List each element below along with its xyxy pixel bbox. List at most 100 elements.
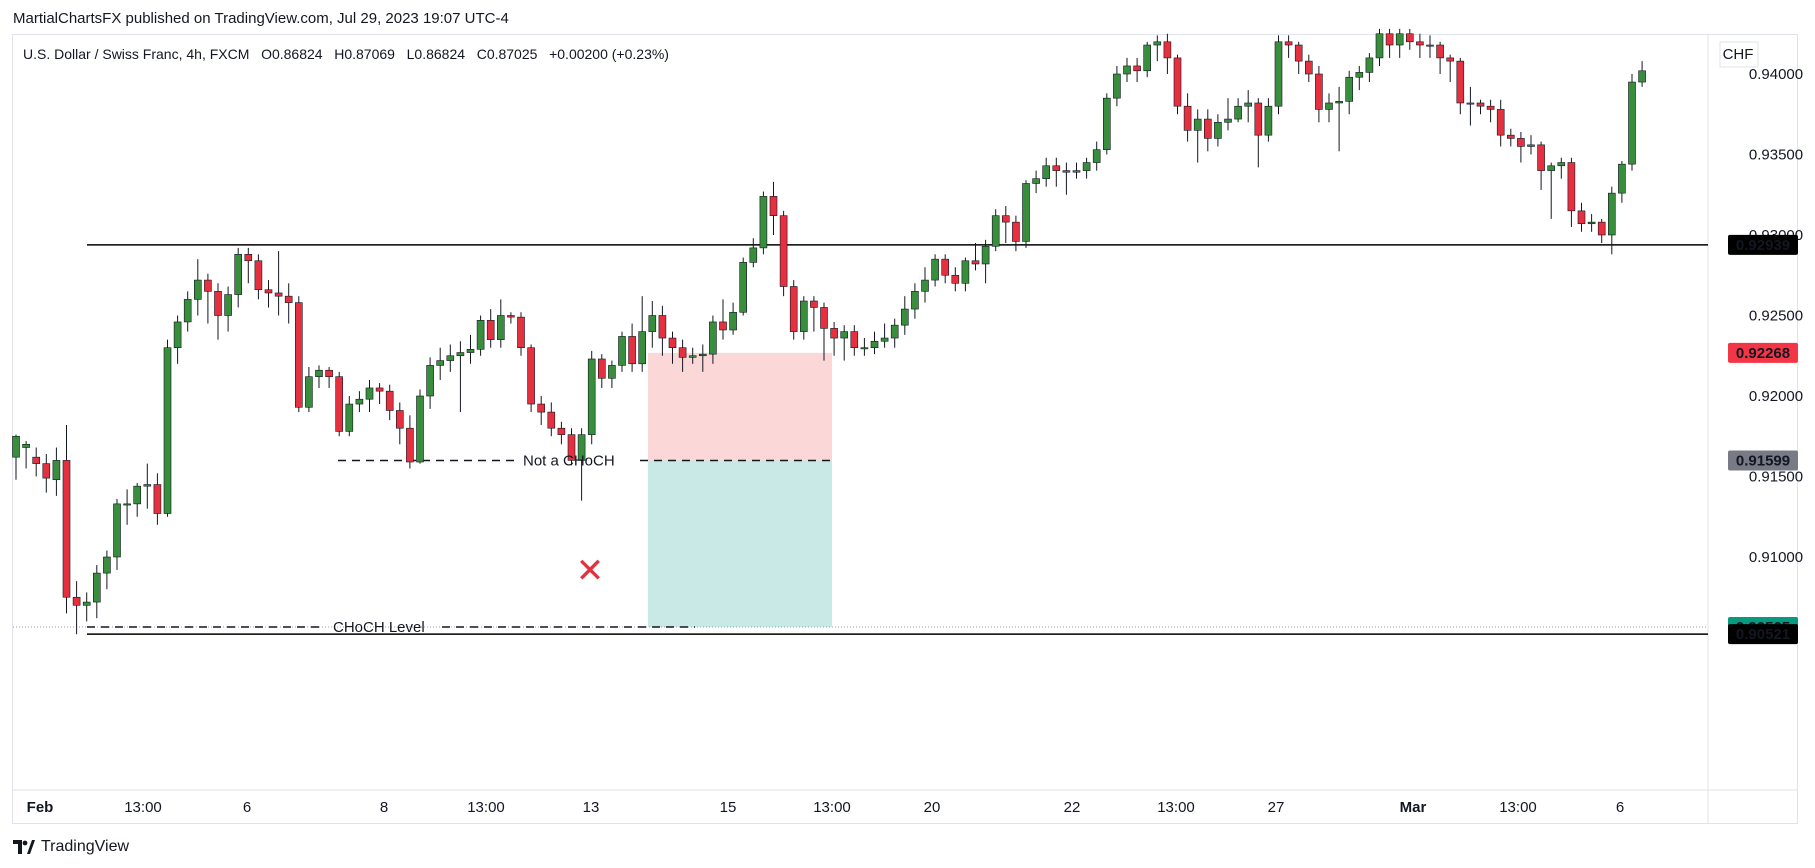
candle[interactable] xyxy=(870,340,879,349)
candle[interactable] xyxy=(1345,76,1353,102)
candle[interactable] xyxy=(1123,65,1131,75)
candle[interactable] xyxy=(1234,105,1242,120)
candle[interactable] xyxy=(496,315,505,340)
candle[interactable] xyxy=(1355,72,1364,78)
candle[interactable] xyxy=(638,331,647,365)
candle[interactable] xyxy=(759,196,768,249)
candle[interactable] xyxy=(1082,162,1091,171)
candle[interactable] xyxy=(830,328,838,339)
candle[interactable] xyxy=(709,321,717,355)
stop-loss-zone[interactable] xyxy=(648,352,832,461)
candle[interactable] xyxy=(1204,118,1212,139)
candle[interactable] xyxy=(1022,183,1030,242)
candle[interactable] xyxy=(1537,144,1545,171)
candle[interactable] xyxy=(32,456,41,464)
candle[interactable] xyxy=(42,463,51,479)
candle[interactable] xyxy=(1052,165,1061,171)
not-choch-label[interactable]: Not a CHoCH xyxy=(523,453,615,470)
candle[interactable] xyxy=(12,435,20,458)
candle[interactable] xyxy=(1264,105,1273,136)
candle[interactable] xyxy=(1315,73,1323,110)
candle[interactable] xyxy=(1103,97,1111,150)
candle[interactable] xyxy=(375,387,384,392)
candle[interactable] xyxy=(103,556,111,574)
candle[interactable] xyxy=(244,254,253,262)
candle[interactable] xyxy=(1294,44,1303,62)
candle[interactable] xyxy=(1153,41,1162,46)
candle[interactable] xyxy=(1072,170,1081,173)
legend-symbol[interactable]: U.S. Dollar / Swiss Franc, 4h, FXCM xyxy=(23,46,250,62)
candle[interactable] xyxy=(426,365,434,397)
candle[interactable] xyxy=(698,353,707,357)
candle[interactable] xyxy=(173,321,182,349)
candle[interactable] xyxy=(719,321,727,331)
candle[interactable] xyxy=(163,347,172,514)
candle[interactable] xyxy=(1012,221,1020,242)
candle[interactable] xyxy=(1395,33,1404,46)
candle[interactable] xyxy=(395,410,404,429)
candle[interactable] xyxy=(315,369,323,377)
candle[interactable] xyxy=(436,360,445,366)
candle[interactable] xyxy=(224,294,232,316)
candle[interactable] xyxy=(1143,44,1151,72)
candle[interactable] xyxy=(183,299,192,323)
candle[interactable] xyxy=(799,300,808,332)
candle[interactable] xyxy=(517,316,525,348)
candle[interactable] xyxy=(1113,73,1121,99)
candle[interactable] xyxy=(335,376,344,432)
candle[interactable] xyxy=(1416,41,1424,46)
candle[interactable] xyxy=(1456,60,1465,104)
candle[interactable] xyxy=(416,395,424,463)
candle[interactable] xyxy=(1466,102,1475,105)
candle[interactable] xyxy=(890,324,899,339)
candle[interactable] xyxy=(153,484,162,514)
candle[interactable] xyxy=(385,390,394,411)
candle[interactable] xyxy=(22,443,30,448)
candle[interactable] xyxy=(294,302,303,408)
candle[interactable] xyxy=(507,315,515,318)
candle[interactable] xyxy=(365,387,374,400)
candle[interactable] xyxy=(1385,33,1394,46)
candle[interactable] xyxy=(1365,57,1374,73)
candle[interactable] xyxy=(133,485,141,505)
candle[interactable] xyxy=(739,262,748,313)
currency-label-box[interactable] xyxy=(1719,41,1759,68)
candle[interactable] xyxy=(1183,105,1192,131)
candle[interactable] xyxy=(1567,162,1576,212)
candle[interactable] xyxy=(587,358,596,435)
candle[interactable] xyxy=(1001,215,1010,223)
candle[interactable] xyxy=(1476,102,1485,107)
candle[interactable] xyxy=(951,274,960,284)
candle[interactable] xyxy=(234,254,242,295)
candle[interactable] xyxy=(1032,178,1040,184)
candle[interactable] xyxy=(143,484,152,487)
candle[interactable] xyxy=(204,279,212,292)
candle[interactable] xyxy=(1325,102,1333,110)
candle[interactable] xyxy=(446,355,455,361)
candle[interactable] xyxy=(678,347,687,358)
candle[interactable] xyxy=(729,311,737,331)
candle[interactable] xyxy=(1214,122,1222,139)
candle[interactable] xyxy=(577,434,586,461)
candle[interactable] xyxy=(608,365,616,379)
candle[interactable] xyxy=(194,279,202,300)
candle[interactable] xyxy=(123,503,131,506)
candle[interactable] xyxy=(618,336,626,366)
candle[interactable] xyxy=(628,336,636,365)
candle[interactable] xyxy=(1335,101,1343,104)
candle[interactable] xyxy=(1496,109,1505,136)
candle[interactable] xyxy=(1486,105,1495,110)
candle[interactable] xyxy=(1628,81,1636,165)
candle[interactable] xyxy=(911,291,919,310)
candle[interactable] xyxy=(900,308,909,326)
candle[interactable] xyxy=(1608,192,1616,236)
candle[interactable] xyxy=(1173,57,1182,107)
candle[interactable] xyxy=(941,258,950,276)
take-profit-zone[interactable] xyxy=(648,460,832,628)
candle[interactable] xyxy=(82,601,91,606)
candle[interactable] xyxy=(62,460,71,598)
candle[interactable] xyxy=(1426,44,1434,47)
candle[interactable] xyxy=(1042,165,1050,179)
candle[interactable] xyxy=(688,355,697,358)
candle[interactable] xyxy=(355,398,364,405)
